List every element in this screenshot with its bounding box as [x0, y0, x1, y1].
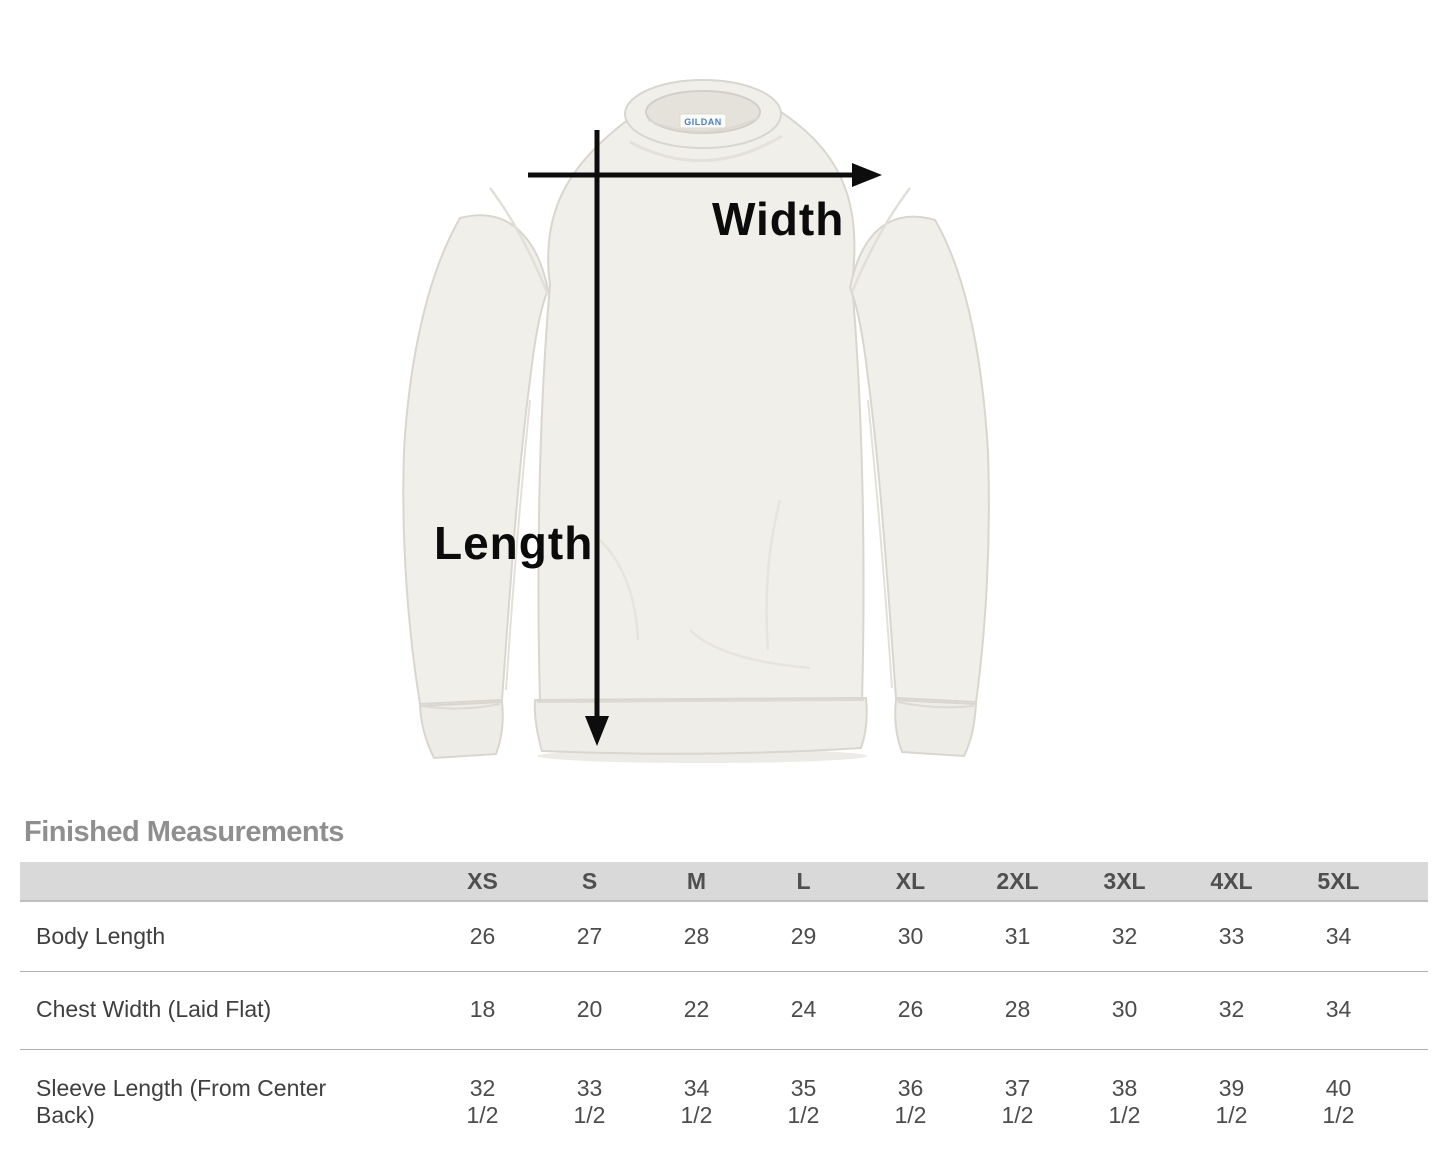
measurement-cell: 18 [469, 996, 496, 1023]
measurement-cell: 30 [897, 922, 924, 949]
measurement-cell: 29 [790, 922, 817, 949]
row-label: Sleeve Length (From Center Back) [36, 1075, 327, 1129]
length-arrowhead [585, 716, 609, 746]
width-label: Width [712, 193, 845, 245]
size-header-row: XS S M L XL 2XL 3XL 4XL 5XL [20, 862, 1428, 902]
corner-cell [20, 862, 429, 902]
row-label: Chest Width (Laid Flat) [36, 996, 272, 1023]
measurement-cell: 33 1/2 [573, 1075, 606, 1129]
header-filler-cell [1392, 862, 1428, 902]
length-arrow [585, 130, 609, 746]
measurement-cell: 40 1/2 [1322, 1075, 1355, 1129]
measurement-cell: 20 [576, 996, 603, 1023]
measurement-cell: 28 [683, 922, 710, 949]
hem-band [533, 696, 868, 755]
measurement-cell: 28 [1004, 996, 1031, 1023]
left-cuff [418, 700, 504, 760]
measurement-cell: 24 [790, 996, 817, 1023]
sweatshirt-body [537, 108, 865, 706]
size-col-header: XL [857, 862, 964, 902]
table-row-body-length: Body Length 26 27 28 29 30 31 32 33 34 [20, 901, 1428, 971]
length-label: Length [434, 517, 594, 569]
row-label: Body Length [36, 922, 166, 949]
table-row-sleeve-length: Sleeve Length (From Center Back) 32 1/2 … [20, 1049, 1428, 1154]
measurement-cell: 34 1/2 [680, 1075, 713, 1129]
left-sleeve [402, 214, 550, 760]
measurement-cell: 32 [1218, 996, 1245, 1023]
size-col-header: 5XL [1285, 862, 1392, 902]
size-col-header: XS [429, 862, 536, 902]
width-arrowhead [852, 163, 882, 187]
size-col-header: L [750, 862, 857, 902]
measurement-cell: 35 1/2 [787, 1075, 820, 1129]
measurements-table: XS S M L XL 2XL 3XL 4XL 5XL Body Length … [20, 862, 1428, 1154]
width-arrow [528, 163, 882, 187]
fabric-creases [489, 134, 911, 670]
size-col-header: 4XL [1178, 862, 1285, 902]
size-col-header: M [643, 862, 750, 902]
collar-tag-text: GILDAN [684, 117, 722, 127]
product-diagram: GILDAN Width Length [402, 79, 990, 763]
sweatshirt-illustration: GILDAN [402, 79, 990, 763]
size-chart-title: Finished Measurements [24, 816, 344, 848]
measurement-cell: 36 1/2 [894, 1075, 927, 1129]
measurement-cell: 27 [576, 922, 603, 949]
measurement-cell: 26 [469, 922, 496, 949]
filler-cell [1392, 971, 1428, 1049]
measurement-cell: 32 [1111, 922, 1138, 949]
measurement-cell: 37 1/2 [1001, 1075, 1034, 1129]
measurement-cell: 34 [1325, 996, 1352, 1023]
measurement-cell: 26 [897, 996, 924, 1023]
measurement-cell: 32 1/2 [466, 1075, 499, 1129]
filler-cell [1392, 901, 1428, 971]
right-sleeve [848, 215, 990, 758]
measurement-cell: 39 1/2 [1215, 1075, 1248, 1129]
measurement-cell: 31 [1004, 922, 1031, 949]
measurement-cell: 33 [1218, 922, 1245, 949]
filler-cell [1392, 1049, 1428, 1154]
measurement-cell: 22 [683, 996, 710, 1023]
collar-tag: GILDAN [679, 113, 727, 129]
measurement-cell: 38 1/2 [1108, 1075, 1141, 1129]
size-col-header: S [536, 862, 643, 902]
right-cuff [894, 698, 978, 758]
size-col-header: 2XL [964, 862, 1071, 902]
measurement-cell: 34 [1325, 922, 1352, 949]
measurement-cell: 30 [1111, 996, 1138, 1023]
table-row-chest-width: Chest Width (Laid Flat) 18 20 22 24 26 2… [20, 971, 1428, 1049]
size-col-header: 3XL [1071, 862, 1178, 902]
